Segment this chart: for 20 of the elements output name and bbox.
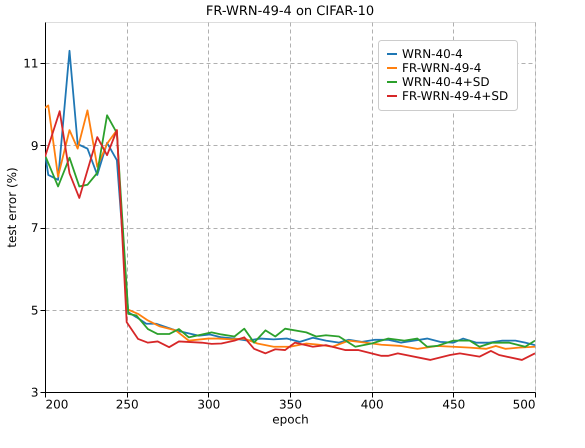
x-tick-label: 200 <box>46 398 68 412</box>
x-tick-label: 250 <box>116 398 139 412</box>
legend-label: FR-WRN-49-4+SD <box>402 89 508 103</box>
y-tick-label: 7 <box>30 221 38 236</box>
y-axis-title: test error (%) <box>5 167 20 248</box>
y-tick-label: 5 <box>30 303 38 318</box>
x-tick-label: 400 <box>360 398 384 412</box>
y-tick-label: 3 <box>30 386 38 400</box>
x-axis-title: epoch <box>272 412 309 426</box>
legend-label: WRN-40-4 <box>402 47 463 61</box>
legend-label: FR-WRN-49-4 <box>402 61 482 75</box>
x-tick-label: 450 <box>442 398 466 412</box>
x-tick-label: 300 <box>197 398 220 412</box>
chart-title: FR-WRN-49-4 on CIFAR-10 <box>206 4 374 19</box>
x-tick-label: 350 <box>279 398 302 412</box>
line-series <box>45 50 535 346</box>
legend-label: WRN-40-4+SD <box>402 75 490 89</box>
x-tick-label: 500 <box>512 398 536 412</box>
y-tick-label: 9 <box>30 138 38 153</box>
y-tick-label: 11 <box>23 56 38 71</box>
